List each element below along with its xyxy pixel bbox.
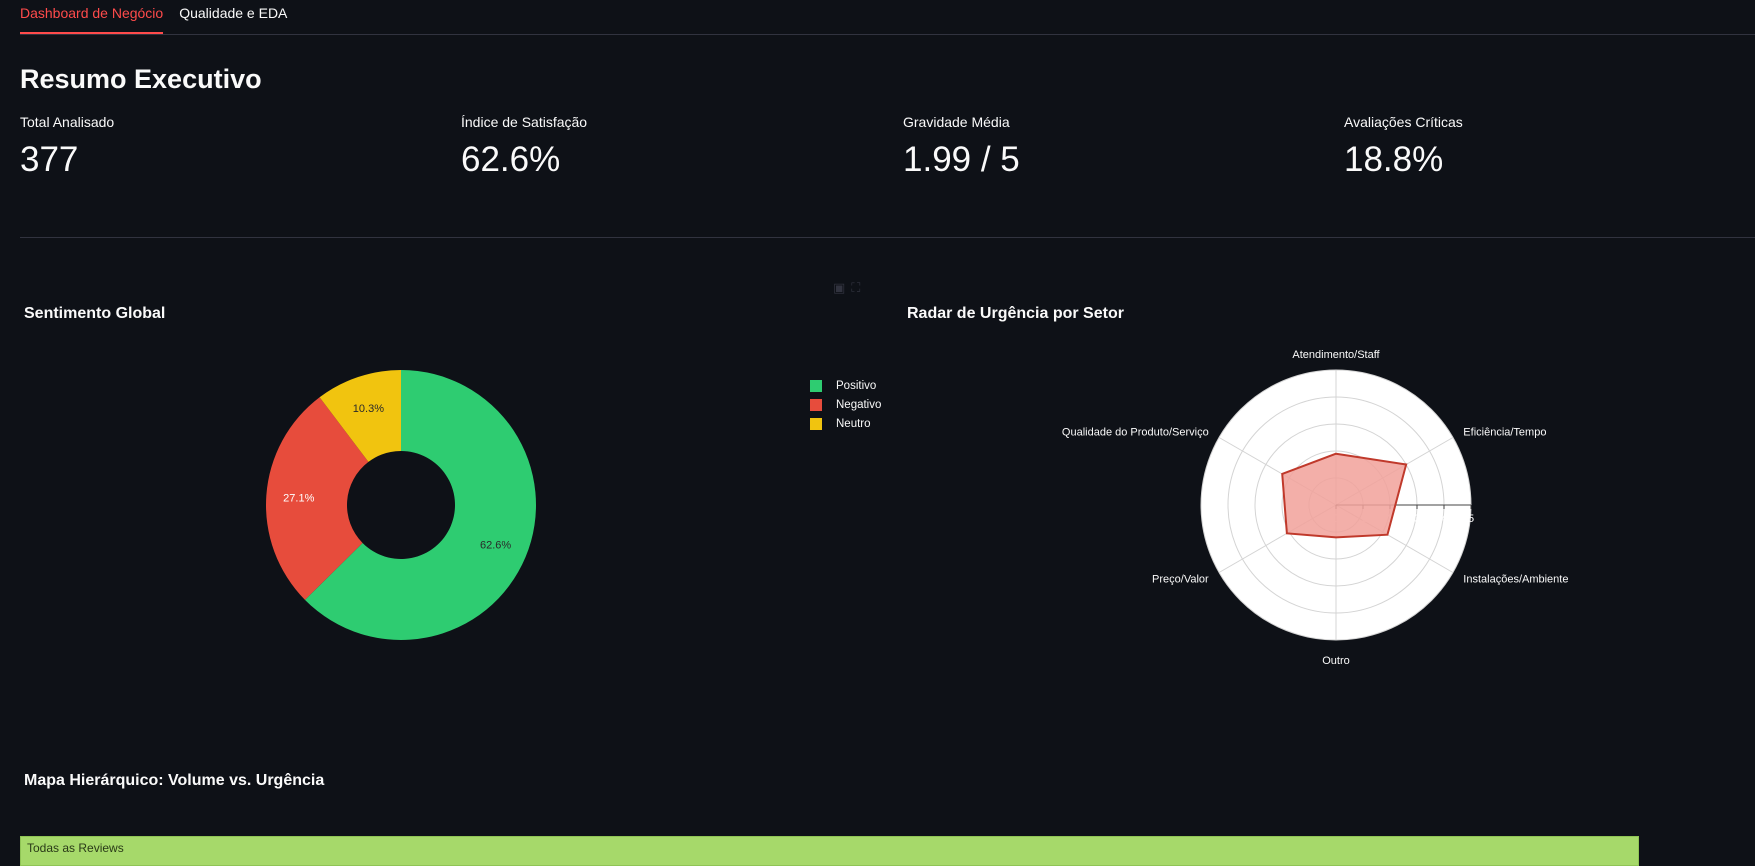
- radial-tick-label: 4: [1441, 513, 1447, 525]
- treemap-title: Mapa Hierárquico: Volume vs. Urgência: [24, 772, 325, 789]
- radial-tick-label: 3: [1414, 513, 1420, 525]
- section-divider: [20, 237, 1755, 238]
- radar-axis-label: Instalações/Ambiente: [1463, 574, 1568, 586]
- legend-label: Neutro: [836, 417, 871, 430]
- metric-value: 377: [20, 140, 79, 179]
- chart-toolbar[interactable]: ▣⛶: [833, 280, 866, 296]
- radar-axis-label: Qualidade do Produto/Serviço: [1062, 427, 1209, 439]
- treemap-root-label: Todas as Reviews: [27, 841, 124, 855]
- radar-axis-label: Atendimento/Staff: [1292, 349, 1380, 361]
- legend-item-positivo[interactable]: Positivo: [810, 376, 881, 395]
- radar-series-area[interactable]: [1281, 452, 1408, 539]
- legend-label: Negativo: [836, 398, 882, 411]
- slice-label: 10.3%: [353, 403, 384, 415]
- slice-label: 27.1%: [283, 493, 314, 505]
- legend-label: Positivo: [836, 379, 877, 392]
- slice-label: 62.6%: [480, 540, 511, 552]
- radar-urgency-chart: 012345Atendimento/StaffEficiência/TempoI…: [1062, 349, 1569, 667]
- tab-divider: [20, 34, 1755, 35]
- metric-value: 1.99 / 5: [903, 140, 1020, 179]
- radar-axis-label: Preço/Valor: [1152, 574, 1209, 586]
- tab-bar: Dashboard de Negócio Qualidade e EDA: [20, 0, 287, 34]
- metric-label: Total Analisado: [20, 114, 115, 130]
- slice-positivo[interactable]: [304, 370, 536, 640]
- metric-label: Avaliações Críticas: [1344, 114, 1463, 130]
- radar-axis-label: Outro: [1322, 655, 1350, 667]
- legend-swatch: [810, 379, 822, 392]
- legend-swatch: [810, 417, 822, 430]
- metric-value: 18.8%: [1344, 140, 1444, 179]
- fullscreen-icon[interactable]: ⛶: [851, 280, 867, 295]
- camera-icon[interactable]: ▣: [833, 280, 852, 295]
- legend-swatch: [810, 398, 822, 411]
- radial-tick-label: 5: [1468, 513, 1474, 525]
- metric-indice-satisfacao: Índice de Satisfação 62.6%: [461, 114, 881, 180]
- metric-label: Gravidade Média: [903, 114, 1010, 130]
- metric-avaliacoes-criticas: Avaliações Críticas 18.8%: [1344, 114, 1755, 180]
- metric-total-analisado: Total Analisado 377: [20, 114, 440, 180]
- tab-qualidade-eda[interactable]: Qualidade e EDA: [179, 5, 288, 21]
- legend-item-neutro[interactable]: Neutro: [810, 414, 881, 433]
- metric-label: Índice de Satisfação: [461, 114, 588, 130]
- metric-gravidade-media: Gravidade Média 1.99 / 5: [903, 114, 1323, 180]
- radar-axis-label: Eficiência/Tempo: [1463, 427, 1546, 439]
- legend-item-negativo[interactable]: Negativo: [810, 395, 881, 414]
- sentiment-donut-chart: 62.6% 27.1% 10.3%: [266, 370, 536, 640]
- page-title: Resumo Executivo: [20, 64, 262, 94]
- slice-neutro[interactable]: [319, 370, 401, 462]
- radar-chart-title: Radar de Urgência por Setor: [907, 305, 1124, 322]
- treemap-root-tile[interactable]: Todas as Reviews: [20, 836, 1639, 866]
- sentiment-legend: Positivo Negativo Neutro: [810, 376, 881, 433]
- slice-negativo[interactable]: [266, 397, 369, 600]
- sentiment-chart-title: Sentimento Global: [24, 305, 166, 322]
- metric-value: 62.6%: [461, 140, 561, 179]
- tab-dashboard-negocio[interactable]: Dashboard de Negócio: [20, 0, 164, 34]
